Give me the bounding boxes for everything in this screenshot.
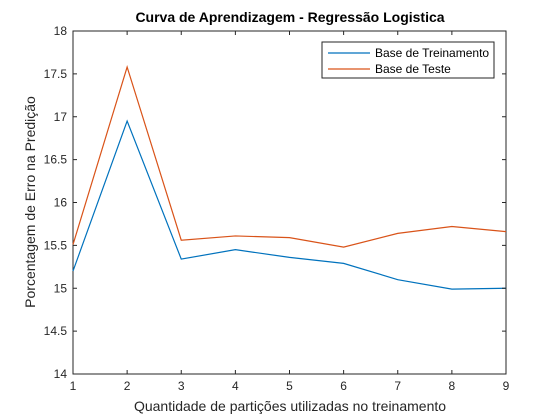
legend-label-training: Base de Treinamento — [375, 46, 489, 60]
y-tick-label: 17.5 — [44, 67, 68, 81]
y-axis-label: Porcentagem de Erro na Predição — [22, 96, 38, 308]
y-tick-label: 17 — [54, 110, 68, 124]
legend-box — [321, 41, 495, 79]
legend: Base de Treinamento Base de Teste — [321, 41, 495, 79]
series-layer — [72, 64, 507, 290]
y-tick-label: 14.5 — [44, 324, 68, 338]
x-tick-label: 4 — [232, 379, 239, 393]
x-tick-label: 1 — [70, 379, 77, 393]
x-tick-label: 9 — [503, 379, 510, 393]
x-tick-label: 2 — [124, 379, 131, 393]
y-tick-label: 14 — [54, 367, 68, 381]
y-tick-label: 15.5 — [44, 238, 68, 252]
x-tick-label: 3 — [178, 379, 185, 393]
y-tick-label: 16 — [54, 196, 68, 210]
plot-area — [72, 30, 507, 375]
x-tick-label: 6 — [340, 379, 347, 393]
y-tick-label: 18 — [54, 24, 68, 38]
x-tick-label: 7 — [394, 379, 401, 393]
y-tick-label: 15 — [54, 281, 68, 295]
x-axis-label: Quantidade de partições utilizadas no tr… — [134, 398, 446, 414]
legend-label-test: Base de Teste — [375, 62, 451, 76]
series-line-test — [72, 64, 507, 248]
ticks-layer: 1 2 3 4 5 6 7 8 9 14 14.5 15 15.5 16 16.5 17 17.5 18 — [44, 24, 510, 393]
x-tick-label: 8 — [449, 379, 456, 393]
x-tick-label: 5 — [286, 379, 293, 393]
chart-title: Curva de Aprendizagem - Regressão Logist… — [135, 9, 444, 25]
series-line-training — [72, 119, 507, 290]
y-tick-label: 16.5 — [44, 153, 68, 167]
